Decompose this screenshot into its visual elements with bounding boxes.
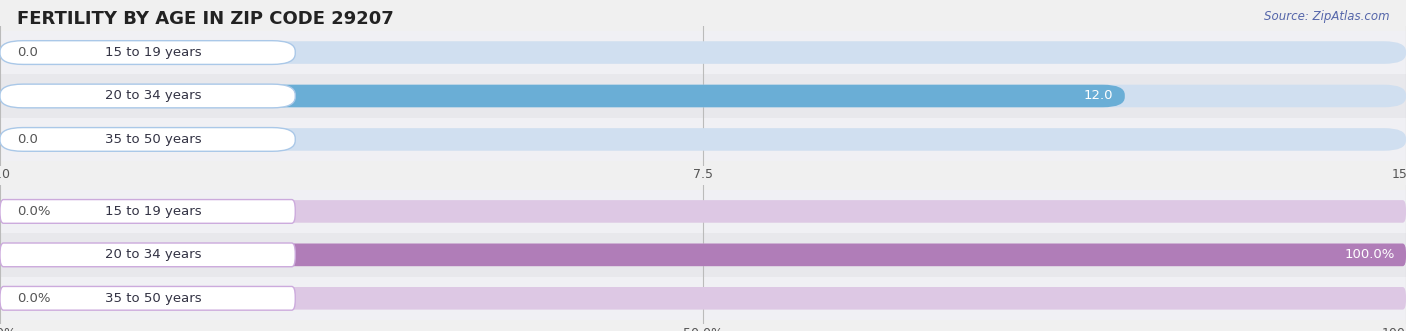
Bar [0,190,1406,233]
FancyBboxPatch shape [0,127,295,151]
FancyBboxPatch shape [0,85,1125,107]
Text: 0.0: 0.0 [17,46,38,59]
Bar [0,233,1406,277]
Text: 20 to 34 years: 20 to 34 years [105,89,202,103]
Bar [0,74,1406,118]
FancyBboxPatch shape [0,128,1406,151]
FancyBboxPatch shape [0,244,1406,266]
FancyBboxPatch shape [0,243,295,267]
Text: 15 to 19 years: 15 to 19 years [105,46,202,59]
FancyBboxPatch shape [0,85,1406,107]
Text: 15 to 19 years: 15 to 19 years [105,205,202,218]
FancyBboxPatch shape [0,244,1406,266]
Text: Source: ZipAtlas.com: Source: ZipAtlas.com [1264,10,1389,23]
Text: 20 to 34 years: 20 to 34 years [105,248,202,261]
FancyBboxPatch shape [0,41,1406,64]
Text: 0.0: 0.0 [17,133,38,146]
FancyBboxPatch shape [0,200,295,223]
Text: 0.0%: 0.0% [17,205,51,218]
Bar [0,277,1406,320]
FancyBboxPatch shape [0,41,295,65]
Text: 35 to 50 years: 35 to 50 years [105,133,202,146]
Bar [0,118,1406,161]
Text: 12.0: 12.0 [1084,89,1114,103]
Text: 0.0%: 0.0% [17,292,51,305]
Text: 100.0%: 100.0% [1344,248,1395,261]
Text: FERTILITY BY AGE IN ZIP CODE 29207: FERTILITY BY AGE IN ZIP CODE 29207 [17,10,394,28]
Bar [0,31,1406,74]
FancyBboxPatch shape [0,287,1406,309]
Text: 35 to 50 years: 35 to 50 years [105,292,202,305]
FancyBboxPatch shape [0,286,295,310]
FancyBboxPatch shape [0,200,1406,223]
FancyBboxPatch shape [0,84,295,108]
